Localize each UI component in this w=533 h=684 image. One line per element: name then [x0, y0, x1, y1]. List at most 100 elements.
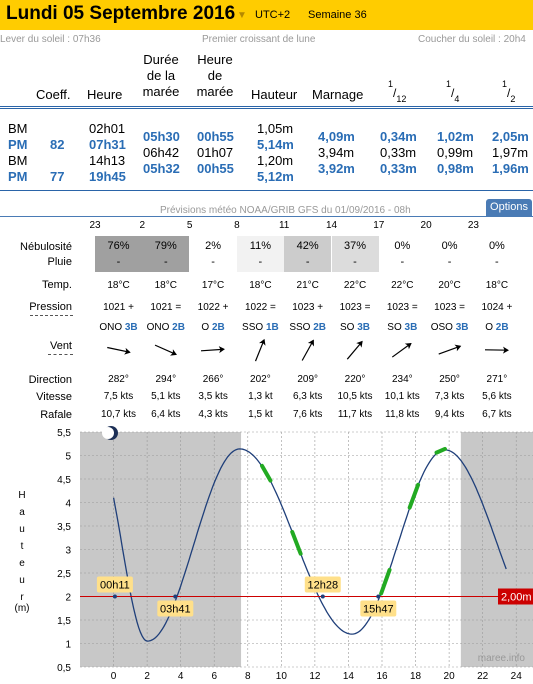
- tide-marker: [290, 529, 303, 556]
- x-tick-label: 16: [376, 671, 388, 682]
- caret-down-icon[interactable]: ▼: [237, 10, 247, 21]
- direction-value: 282°: [108, 374, 129, 385]
- row-heure: 19h45: [89, 169, 126, 184]
- moon-icon-crescent: [102, 427, 114, 439]
- pluie-value: -: [163, 256, 168, 268]
- options-button[interactable]: Options: [486, 199, 532, 216]
- hour-tick: 20: [420, 220, 432, 231]
- frac2-2: 1,97m: [492, 145, 529, 160]
- frac12-2: 0,33m: [380, 145, 417, 160]
- pluie-value: -: [353, 256, 357, 268]
- vent-label: OSO 3B: [426, 322, 473, 333]
- x-tick-label: 0: [111, 671, 117, 682]
- header-hauteur: Hauteur: [251, 87, 298, 102]
- y-tick-label: 0,5: [57, 663, 71, 674]
- watermark: maree.info: [478, 653, 526, 664]
- y-axis-label-letter: e: [19, 558, 25, 569]
- label-temp: Temp.: [42, 279, 72, 291]
- sunset-label: Coucher du soleil : 20h4: [418, 34, 526, 45]
- tide-marker: [434, 446, 447, 455]
- x-tick-label: 18: [410, 671, 422, 682]
- y-tick-label: 2: [65, 593, 71, 604]
- y-axis-unit: (m): [15, 603, 30, 614]
- vitesse-value: 7,5 kts: [103, 391, 134, 402]
- label-pression: Pression: [29, 301, 72, 313]
- direction-value: 271°: [486, 374, 508, 385]
- direction-value: 209°: [297, 374, 319, 385]
- rafale-value: 4,3 kts: [198, 409, 228, 420]
- vent-direction: OSO: [430, 322, 456, 333]
- wind-arrow-icon: [346, 340, 363, 360]
- crossing-point: [112, 594, 117, 599]
- vitesse-value: 6,3 kts: [292, 391, 323, 402]
- hour-tick: 5: [186, 220, 193, 231]
- wind-arrow-icon: [392, 342, 413, 358]
- crossing-point: [173, 594, 178, 599]
- row-hauteur: 1,20m: [257, 153, 294, 168]
- wind-arrow-icon: [106, 346, 131, 355]
- nebulosite-cell: 0% -: [426, 236, 474, 272]
- pluie-value: -: [116, 256, 121, 268]
- vent-force: 1B: [265, 322, 279, 333]
- forecast-top-border: [0, 216, 533, 217]
- forecast-title: Prévisions météo NOAA/GRIB GFS du 01/09/…: [160, 205, 411, 216]
- pluie-value: -: [447, 256, 452, 268]
- wind-arrow-icon: [154, 344, 177, 356]
- pression-value: 1023 =: [386, 302, 418, 313]
- vent-direction: ONO: [146, 322, 173, 333]
- threshold-label: 2,00m: [501, 592, 532, 604]
- threshold-badge: [498, 588, 533, 605]
- frac12-1: 0,34m: [380, 129, 417, 144]
- vent-label: ONO 3B: [95, 322, 142, 333]
- wind-arrow-icon: [438, 344, 461, 355]
- vent-underline: [48, 354, 73, 355]
- x-tick-label: 20: [444, 671, 456, 682]
- crossing-label-box: [360, 600, 397, 617]
- vitesse-value: 1,3 kt: [248, 391, 273, 402]
- row-hauteur: 1,05m: [257, 121, 294, 136]
- vent-label: SSO 2B: [284, 322, 331, 333]
- table-top-border: [0, 106, 533, 107]
- pluie-value: -: [305, 256, 310, 268]
- nebulosite-cell: 42% -: [284, 236, 332, 272]
- pression-value: 1023 +: [292, 302, 324, 313]
- frac2-3: 1,96m: [492, 161, 529, 176]
- vitesse-value: 5,6 kts: [482, 391, 512, 402]
- rafale-value: 10,7 kts: [100, 409, 137, 420]
- vent-label: SO 3B: [332, 322, 379, 333]
- crossing-label: 15h47: [363, 604, 394, 616]
- direction-value: 220°: [344, 374, 366, 385]
- vent-label: SSO 1B: [237, 322, 284, 333]
- rafale-value: 11,8 kts: [385, 409, 420, 420]
- row-heure: 02h01: [89, 121, 126, 136]
- temp-value: 18°C: [107, 280, 130, 291]
- pression-value: 1024 +: [481, 302, 513, 313]
- x-tick-label: 22: [477, 671, 489, 682]
- nebulosite-value: 42%: [296, 240, 319, 252]
- marnage-1: 4,09m: [318, 129, 355, 144]
- direction-value: 234°: [391, 374, 413, 385]
- row-coeff: 77: [50, 169, 65, 184]
- hour-tick: 14: [325, 220, 338, 231]
- nebulosite-value: 0%: [394, 240, 411, 252]
- crossing-label-box: [96, 576, 133, 593]
- label-direction: Direction: [28, 374, 72, 386]
- frac4-2: 0,99m: [437, 145, 474, 160]
- header-heure-maree: Heure de marée: [196, 52, 234, 99]
- wind-arrow-icon: [301, 339, 314, 361]
- frac2-1: 2,05m: [492, 129, 529, 144]
- header-heure: Heure: [87, 87, 123, 102]
- pluie-value: -: [400, 256, 405, 268]
- y-axis-label-letter: u: [19, 575, 25, 586]
- marnage-3: 3,92m: [318, 161, 355, 176]
- nebulosite-value: 76%: [107, 240, 130, 252]
- y-axis-label-letter: H: [18, 490, 25, 501]
- y-tick-label: 4,5: [57, 475, 71, 486]
- nebulosite-value: 2%: [205, 240, 222, 252]
- duree-1: 05h30: [143, 129, 180, 144]
- crossing-label-box: [157, 600, 194, 617]
- y-tick-label: 2,5: [57, 569, 71, 580]
- row-coeff: 82: [50, 137, 65, 152]
- row-type: PM: [8, 169, 28, 184]
- vent-force: 2B: [211, 322, 225, 333]
